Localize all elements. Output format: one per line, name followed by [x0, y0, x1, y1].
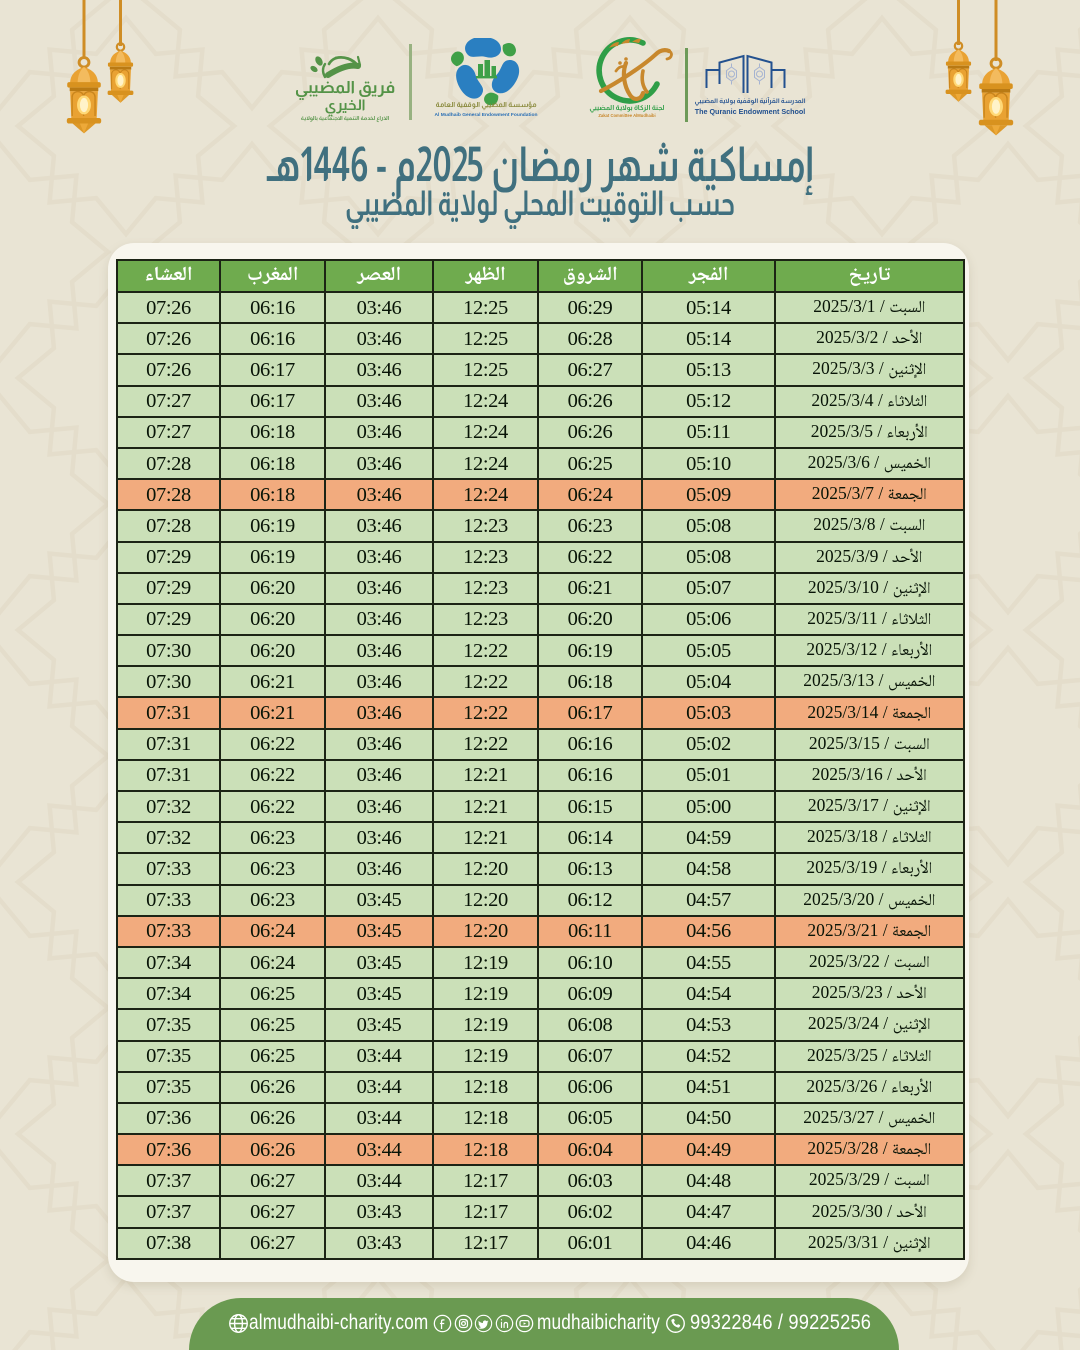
svg-text:Al Mudhaib General Endowment F: Al Mudhaib General Endowment Foundation	[435, 112, 538, 118]
svg-text:فريق المضيبي: فريق المضيبي	[296, 78, 395, 100]
svg-text:مؤسسة المضيبي الوقفية العامة: مؤسسة المضيبي الوقفية العامة	[436, 100, 537, 110]
svg-text:لجنة الزكاة بولاية المضيبي: لجنة الزكاة بولاية المضيبي	[589, 104, 664, 113]
svg-text:الذراع لخدمة التنمية الاجتماعي: الذراع لخدمة التنمية الاجتماعية بالولاية	[301, 116, 389, 122]
svg-text:الخيري: الخيري	[324, 97, 365, 116]
svg-text:المدرسة القرآنية الوقفية بولاي: المدرسة القرآنية الوقفية بولاية المضيبي	[695, 97, 806, 106]
svg-text:Zakat Committee AlMudhaibi: Zakat Committee AlMudhaibi	[598, 113, 655, 118]
svg-text:The Quranic Endowment School: The Quranic Endowment School	[695, 107, 806, 116]
